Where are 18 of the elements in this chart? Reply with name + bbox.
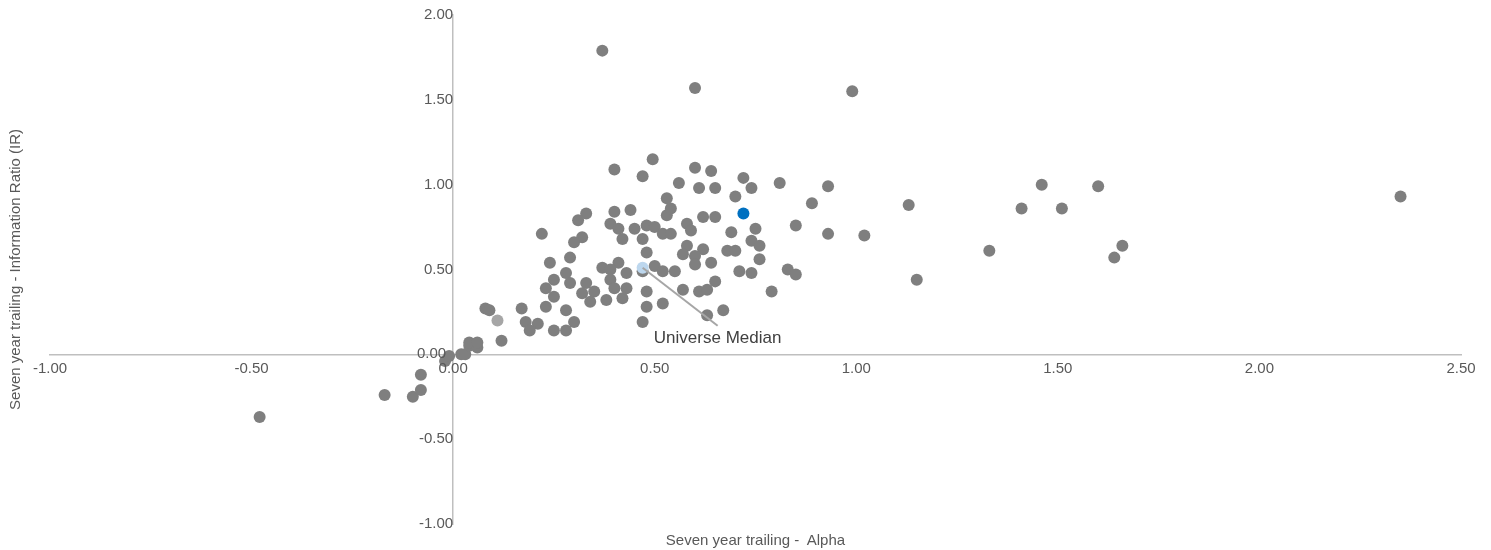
y-tick-label: 2.00 xyxy=(423,5,454,23)
point xyxy=(491,314,504,327)
x-tick-label: -1.00 xyxy=(32,359,68,377)
y-tick-label: 1.50 xyxy=(423,89,454,107)
annotation: Universe Median xyxy=(653,327,782,347)
x-tick-label: 1.00 xyxy=(841,359,871,377)
y-tick-label: -1.00 xyxy=(418,514,454,532)
y-axis-title: Seven year trailing - Information Ratio (IR) xyxy=(6,129,24,410)
y-tick-label: 1.00 xyxy=(423,174,454,192)
y-tick-label: 0.50 xyxy=(423,259,454,277)
x-tick-label: 2.00 xyxy=(1244,359,1275,377)
x-tick-label: 2.50 xyxy=(1446,359,1476,377)
y-tick-label: -0.50 xyxy=(418,429,454,447)
x-tick-label: 0.50 xyxy=(640,359,670,377)
x-axis-title: Seven year trailing - Alpha xyxy=(665,530,846,548)
x-tick-label: 1.50 xyxy=(1043,359,1073,377)
point xyxy=(737,207,750,220)
x-tick-label: -0.50 xyxy=(234,359,269,377)
